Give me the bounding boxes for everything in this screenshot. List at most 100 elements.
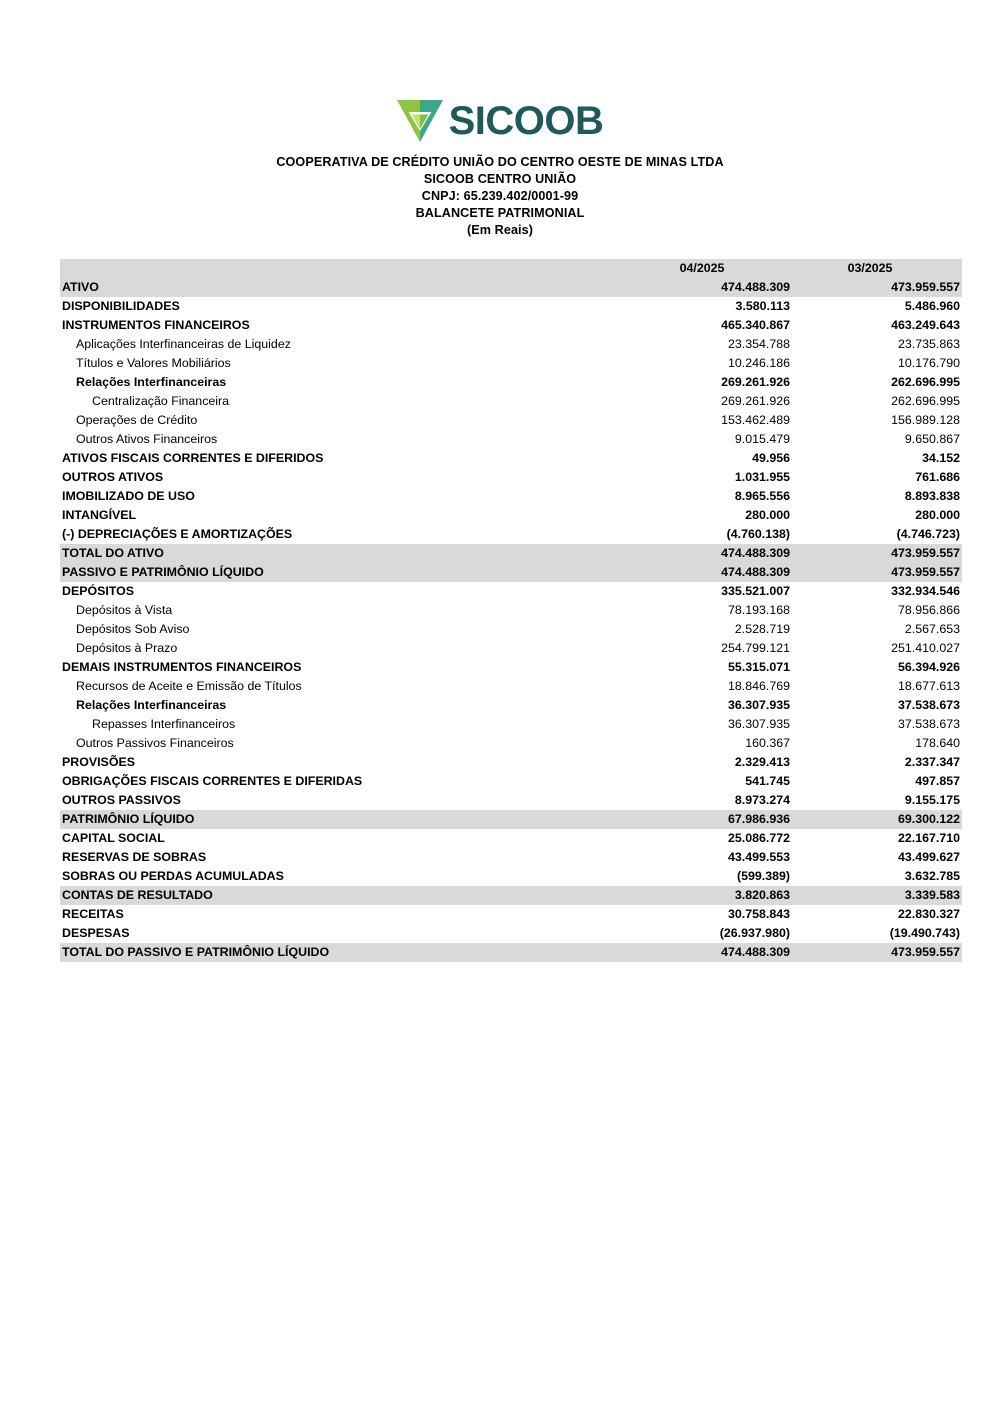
row-value-period-2: 262.696.995	[891, 394, 960, 408]
table-row: DEMAIS INSTRUMENTOS FINANCEIROS 55.315.07…	[60, 658, 962, 677]
row-label: OUTROS ATIVOS	[62, 470, 164, 484]
row-value-period-1: 2.528.719	[734, 622, 790, 636]
row-value-period-2: 3.339.583	[794, 886, 962, 905]
table-body: ATIVO 474.488.309 473.959.557 DISPONIBILIDA…	[60, 278, 962, 962]
company-short-name: SICOOB CENTRO UNIÃO	[423, 172, 577, 186]
row-value-period-1: 8.965.556	[734, 489, 790, 503]
row-value-period-2: 43.499.627	[897, 850, 960, 864]
table-row: Recursos de Aceite e Emissão de Títulos 1…	[60, 677, 962, 696]
table-row: PROVISÕES 2.329.413 2.337.347	[60, 753, 962, 772]
table-row: RECEITAS 30.758.843 22.830.327	[60, 905, 962, 924]
sicoob-triangle-logo	[396, 100, 443, 142]
table-row: CONTAS DE RESULTADO 3.820.863 3.339.583	[60, 886, 962, 905]
row-value-period-1: 269.261.926	[721, 375, 790, 389]
row-value-period-1: 280.000	[745, 508, 790, 522]
row-label: Relações Interfinanceiras	[76, 375, 227, 389]
row-label: Outros Ativos Financeiros	[76, 432, 218, 446]
table-row: OUTROS PASSIVOS 8.973.274 9.155.175	[60, 791, 962, 810]
sicoob-wordmark: SICOOB	[448, 99, 604, 143]
balance-sheet-table: 04/2025 03/2025 ATIVO 474.488.309 473.959.…	[60, 259, 962, 962]
row-value-period-2: 69.300.122	[794, 810, 962, 829]
row-label: DEPÓSITOS	[62, 584, 135, 598]
table-row: IMOBILIZADO DE USO 8.965.556 8.893.838	[60, 487, 962, 506]
row-value-period-1: (26.937.980)	[719, 926, 790, 940]
row-value-period-1: 18.846.769	[727, 679, 790, 693]
row-value-period-2: 5.486.960	[904, 299, 960, 313]
table-row: Títulos e Valores Mobiliários 10.246.186 1…	[60, 354, 962, 373]
table-row: Relações Interfinanceiras 269.261.926 262.…	[60, 373, 962, 392]
row-value-period-1: 8.973.274	[734, 793, 790, 807]
row-value-period-2: 262.696.995	[891, 375, 960, 389]
row-label: PATRIMÔNIO LÍQUIDO	[60, 810, 626, 829]
table-row: Centralização Financeira 269.261.926 262.6…	[60, 392, 962, 411]
table-row: Aplicações Interfinanceiras de Liquidez 2…	[60, 335, 962, 354]
column-header-period-1: 04/2025	[626, 259, 794, 278]
row-label: Centralização Financeira	[92, 394, 230, 408]
logo-block: SICOOB	[0, 0, 1000, 142]
row-value-period-1: 10.246.186	[727, 356, 790, 370]
table-row: PATRIMÔNIO LÍQUIDO 67.986.936 69.300.122	[60, 810, 962, 829]
row-value-period-1: 2.329.413	[734, 755, 790, 769]
table-row: OBRIGAÇÕES FISCAIS CORRENTES E DIFERIDAS…	[60, 772, 962, 791]
row-value-period-1: 465.340.867	[721, 318, 790, 332]
cnpj: CNPJ: 65.239.402/0001-99	[421, 189, 579, 203]
balance-sheet-table-wrap: 04/2025 03/2025 ATIVO 474.488.309 473.959.…	[0, 259, 1000, 962]
row-label: DEMAIS INSTRUMENTOS FINANCEIROS	[62, 660, 302, 674]
row-value-period-2: 2.337.347	[904, 755, 960, 769]
report-title: BALANCETE PATRIMONIAL	[415, 206, 585, 220]
document-header: COOPERATIVA DE CRÉDITO UNIÃO DO CENTRO O…	[0, 154, 1000, 239]
row-value-period-2: 10.176.790	[897, 356, 960, 370]
row-value-period-2: 9.650.867	[904, 432, 960, 446]
column-header-period-2: 03/2025	[794, 259, 962, 278]
row-label: Depósitos Sob Aviso	[76, 622, 190, 636]
row-value-period-1: (599.389)	[736, 869, 790, 883]
row-value-period-1: 67.986.936	[626, 810, 794, 829]
row-value-period-2: 9.155.175	[904, 793, 960, 807]
row-label: (-) DEPRECIAÇÕES E AMORTIZAÇÕES	[62, 527, 293, 541]
row-label: Aplicações Interfinanceiras de Liquidez	[76, 337, 291, 351]
row-value-period-2: 473.959.557	[794, 943, 962, 962]
row-label: RECEITAS	[62, 907, 124, 921]
table-row: OUTROS ATIVOS 1.031.955 761.686	[60, 468, 962, 487]
table-row: PASSIVO E PATRIMÔNIO LÍQUIDO 474.488.309 4…	[60, 563, 962, 582]
row-value-period-2: 3.632.785	[904, 869, 960, 883]
company-name: COOPERATIVA DE CRÉDITO UNIÃO DO CENTRO O…	[276, 155, 724, 169]
row-value-period-2: 34.152	[922, 451, 960, 465]
row-label: INTANGÍVEL	[62, 508, 137, 522]
row-label: ATIVOS FISCAIS CORRENTES E DIFERIDOS	[62, 451, 324, 465]
table-row: TOTAL DO ATIVO 474.488.309 473.959.557	[60, 544, 962, 563]
row-label: INSTRUMENTOS FINANCEIROS	[62, 318, 250, 332]
row-value-period-1: 335.521.007	[721, 584, 790, 598]
row-value-period-1: 474.488.309	[626, 563, 794, 582]
row-value-period-1: 30.758.843	[727, 907, 790, 921]
table-row: INTANGÍVEL 280.000 280.000	[60, 506, 962, 525]
table-row: RESERVAS DE SOBRAS 43.499.553 43.499.627	[60, 848, 962, 867]
row-value-period-1: 36.307.935	[727, 717, 790, 731]
currency-note: (Em Reais)	[466, 223, 534, 237]
table-row: Repasses Interfinanceiros 36.307.935 37.53…	[60, 715, 962, 734]
row-value-period-2: 251.410.027	[891, 641, 960, 655]
table-row: DESPESAS (26.937.980) (19.490.743)	[60, 924, 962, 943]
row-value-period-1: 474.488.309	[626, 943, 794, 962]
row-value-period-1: 36.307.935	[727, 698, 790, 712]
table-row: (-) DEPRECIAÇÕES E AMORTIZAÇÕES (4.760.13…	[60, 525, 962, 544]
row-value-period-2: 473.959.557	[794, 563, 962, 582]
row-value-period-1: 49.956	[752, 451, 790, 465]
row-value-period-2: 8.893.838	[904, 489, 960, 503]
row-value-period-2: 497.857	[915, 774, 960, 788]
table-row: INSTRUMENTOS FINANCEIROS 465.340.867 463.2…	[60, 316, 962, 335]
row-value-period-1: 9.015.479	[734, 432, 790, 446]
table-row: Depósitos à Vista 78.193.168 78.956.866	[60, 601, 962, 620]
column-header-label	[60, 259, 626, 278]
table-row: Depósitos Sob Aviso 2.528.719 2.567.653	[60, 620, 962, 639]
row-label: TOTAL DO ATIVO	[60, 544, 626, 563]
row-value-period-1: (4.760.138)	[726, 527, 790, 541]
table-row: Relações Interfinanceiras 36.307.935 37.53…	[60, 696, 962, 715]
table-header: 04/2025 03/2025	[60, 259, 962, 278]
row-value-period-2: 473.959.557	[794, 278, 962, 297]
row-value-period-2: 56.394.926	[897, 660, 960, 674]
row-label: RESERVAS DE SOBRAS	[62, 850, 207, 864]
row-value-period-1: 55.315.071	[727, 660, 790, 674]
row-value-period-2: 2.567.653	[904, 622, 960, 636]
